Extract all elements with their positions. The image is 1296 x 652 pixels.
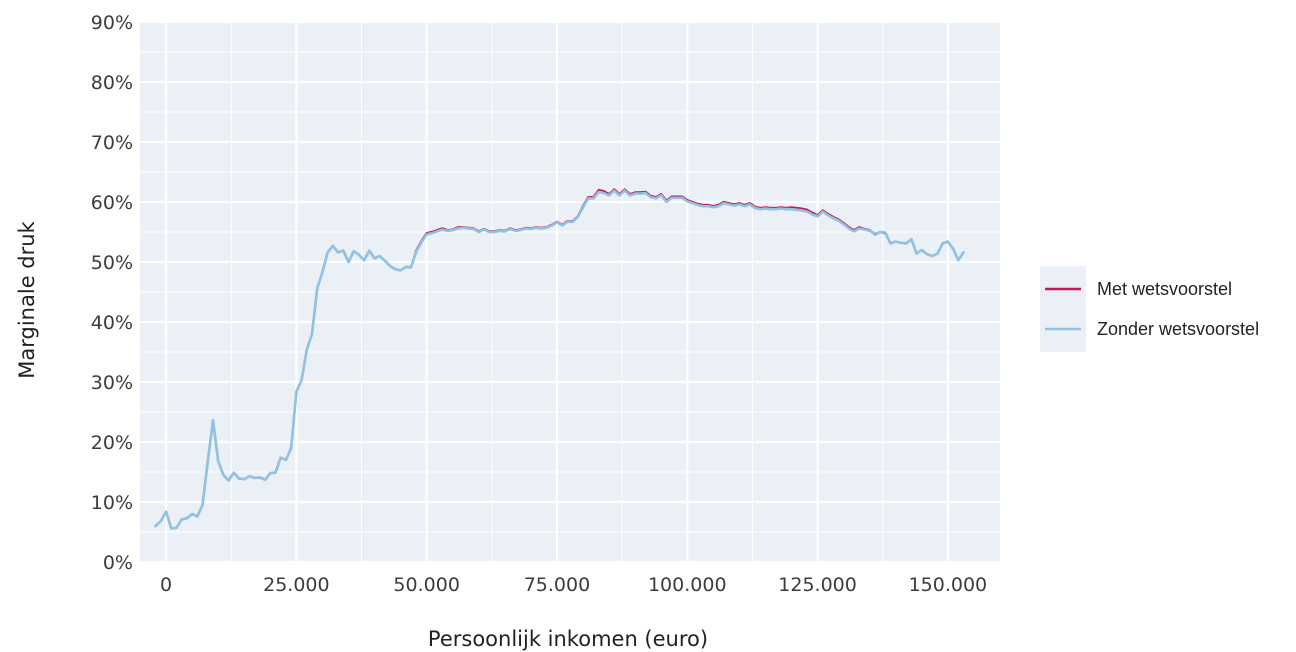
y-tick-label: 10% — [91, 492, 133, 514]
major-gridlines — [140, 20, 1000, 564]
minor-gridlines — [140, 22, 1000, 562]
y-tick-label: 30% — [91, 372, 133, 394]
x-tick-label: 125.000 — [778, 574, 857, 596]
series-lines — [154, 188, 965, 530]
y-tick-label: 0% — [103, 552, 133, 574]
x-tick-label: 50.000 — [393, 574, 459, 596]
x-axis-title: Persoonlijk inkomen (euro) — [428, 627, 708, 651]
y-axis-title: Marginale druk — [15, 220, 39, 378]
y-tick-label: 20% — [91, 432, 133, 454]
legend-label: Met wetsvoorstel — [1097, 279, 1232, 299]
legend-label: Zonder wetsvoorstel — [1097, 319, 1259, 339]
y-tick-label: 50% — [91, 252, 133, 274]
y-tick-label: 80% — [91, 72, 133, 94]
x-tick-label: 150.000 — [909, 574, 988, 596]
x-tick-label: 0 — [160, 574, 172, 596]
y-tick-label: 90% — [91, 12, 133, 34]
y-tick-label: 60% — [91, 192, 133, 214]
y-tick-label: 40% — [91, 312, 133, 334]
legend-key-background — [1040, 266, 1086, 352]
y-axis-tick-labels: 0% 10% 20% 30% 40% 50% 60% 70% 80% 90% — [91, 12, 133, 574]
y-tick-label: 70% — [91, 132, 133, 154]
x-tick-label: 100.000 — [648, 574, 727, 596]
series-line-zonder-wetsvoorstel — [154, 189, 965, 530]
x-tick-label: 75.000 — [524, 574, 590, 596]
x-axis-tick-labels: 0 25.000 50.000 75.000 100.000 125.000 150.000 — [160, 574, 987, 596]
x-tick-label: 25.000 — [263, 574, 329, 596]
legend: Met wetsvoorstel Zonder wetsvoorstel — [1040, 266, 1259, 352]
